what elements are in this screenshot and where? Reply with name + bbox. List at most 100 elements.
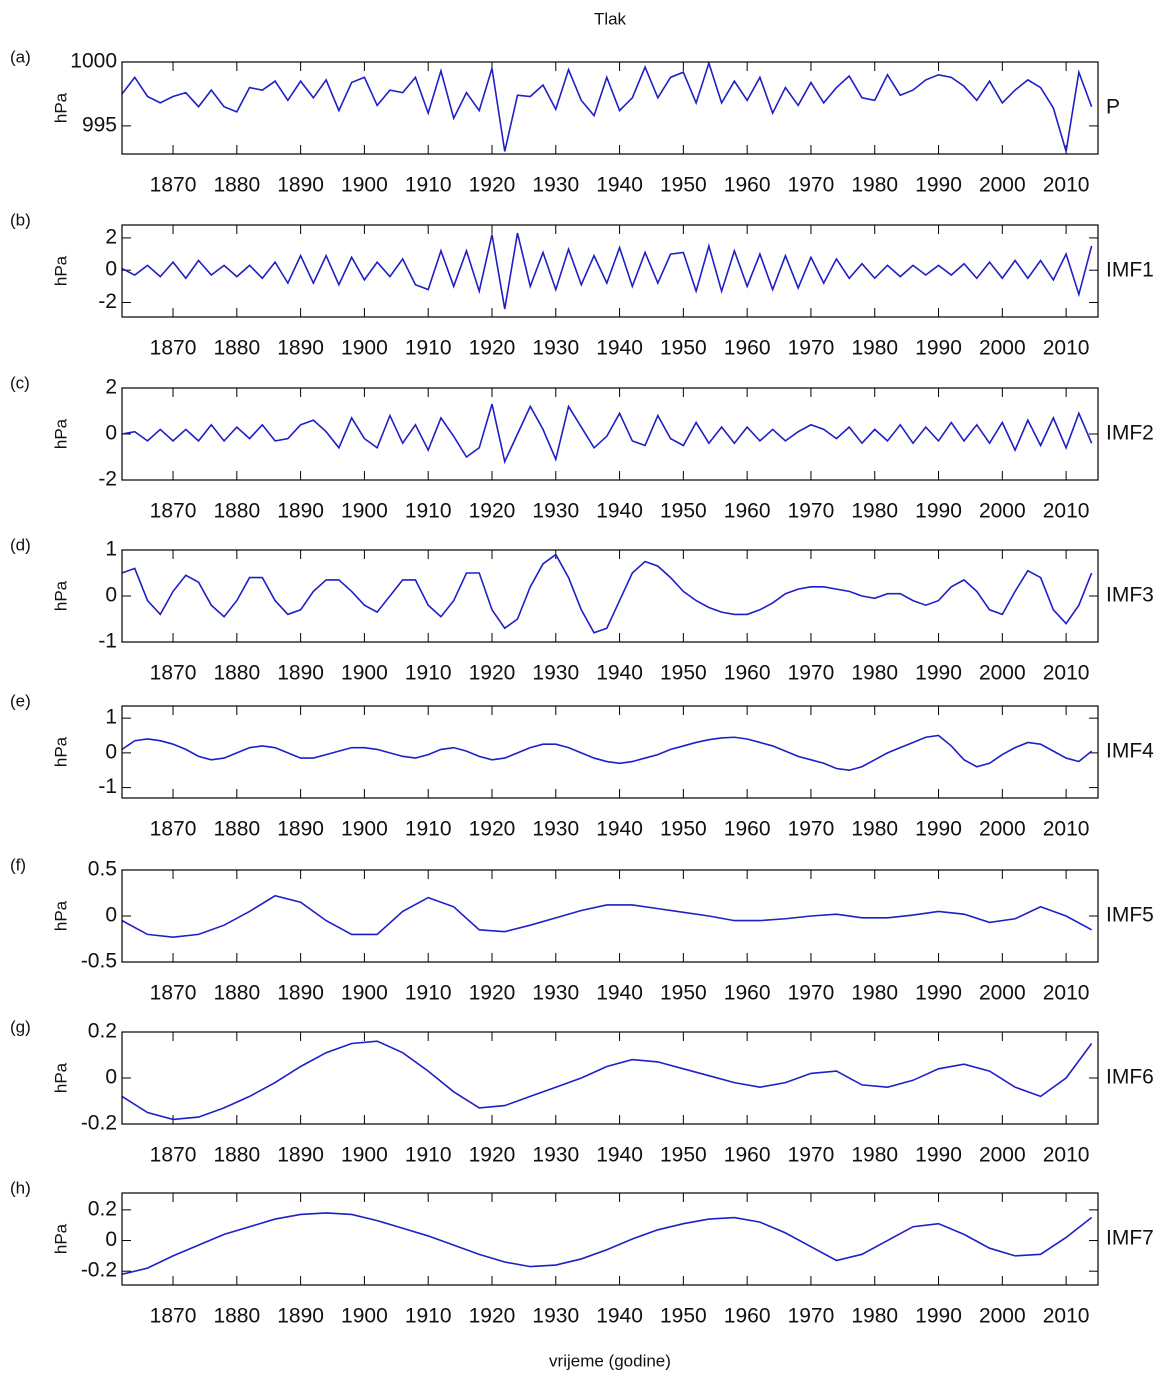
x-tick-label: 2000 (979, 337, 1026, 360)
x-tick-label: 1980 (851, 500, 898, 523)
y-tick-label: 0 (105, 740, 117, 763)
plot-frame (121, 869, 1099, 963)
x-tick-label: 1950 (660, 1144, 707, 1167)
x-tick-label: 2010 (1043, 982, 1090, 1005)
data-line (121, 60, 1093, 152)
x-tick-label: 1870 (150, 1144, 197, 1167)
x-tick-label: 1950 (660, 982, 707, 1005)
panel-label: (f) (10, 855, 26, 874)
x-tick-label: 1990 (915, 1144, 962, 1167)
x-tick-label: 1960 (724, 174, 771, 197)
x-tick-label: 1940 (596, 337, 643, 360)
x-tick-label: 2000 (979, 982, 1026, 1005)
series-name: IMF1 (1106, 259, 1154, 282)
x-tick-label: 1980 (851, 662, 898, 685)
x-tick-label: 1940 (596, 500, 643, 523)
x-tick-label: 1930 (532, 982, 579, 1005)
x-tick-label: 1980 (851, 1305, 898, 1328)
y-tick-label: 0.2 (88, 1197, 117, 1220)
x-tick-label: 1970 (788, 982, 835, 1005)
y-axis-label: hPa (51, 900, 70, 931)
y-axis-label: hPa (51, 580, 70, 611)
x-tick-label: 1970 (788, 337, 835, 360)
x-tick-label: 1880 (213, 337, 260, 360)
plot-frame (121, 387, 1099, 481)
x-tick-label: 1970 (788, 174, 835, 197)
x-tick-label: 1880 (213, 174, 260, 197)
data-line (121, 232, 1093, 310)
data-line (121, 1212, 1093, 1276)
panel-label: (c) (10, 373, 30, 392)
x-tick-label: 1980 (851, 1144, 898, 1167)
x-tick-label: 1870 (150, 662, 197, 685)
x-tick-label: 1990 (915, 1305, 962, 1328)
y-tick-label: -1 (98, 630, 117, 653)
x-tick-label: 1870 (150, 337, 197, 360)
x-tick-label: 1960 (724, 500, 771, 523)
x-tick-label: 1890 (277, 337, 324, 360)
x-tick-label: 1880 (213, 982, 260, 1005)
x-tick-label: 1920 (469, 662, 516, 685)
y-tick-label: 1 (105, 538, 117, 561)
x-tick-label: 1870 (150, 818, 197, 841)
series-name: IMF7 (1106, 1227, 1154, 1250)
x-tick-label: 2000 (979, 818, 1026, 841)
y-axis-label: hPa (51, 418, 70, 449)
x-tick-label: 1940 (596, 1144, 643, 1167)
x-tick-label: 1970 (788, 1144, 835, 1167)
data-line (121, 734, 1093, 772)
x-tick-label: 1880 (213, 662, 260, 685)
y-tick-label: 1000 (70, 50, 117, 73)
y-tick-label: 995 (82, 113, 117, 136)
x-tick-label: 1890 (277, 1144, 324, 1167)
subplot: (f) hPa 1870 1880 1890 1900 1910 1920 1930 1940 19… (10, 855, 1154, 1004)
subplot: (d) hPa 1870 1880 1890 1900 1910 1920 1930 1940 19… (10, 535, 1154, 684)
x-tick-label: 2000 (979, 662, 1026, 685)
x-tick-label: 1870 (150, 982, 197, 1005)
panel-label: (a) (10, 47, 31, 66)
y-tick-label: -1 (98, 775, 117, 798)
x-tick-label: 1960 (724, 1144, 771, 1167)
x-tick-label: 1940 (596, 174, 643, 197)
y-tick-label: -0.5 (81, 950, 117, 973)
plot-frame (121, 549, 1099, 643)
x-tick-label: 1910 (405, 982, 452, 1005)
x-tick-label: 1900 (341, 982, 388, 1005)
x-tick-label: 1870 (150, 174, 197, 197)
data-line (121, 894, 1093, 938)
figure-title: Tlak (594, 9, 627, 28)
x-tick-label: 1990 (915, 500, 962, 523)
x-tick-label: 1910 (405, 662, 452, 685)
x-tick-label: 1870 (150, 1305, 197, 1328)
x-tick-label: 1960 (724, 662, 771, 685)
x-tick-label: 2010 (1043, 500, 1090, 523)
y-axis-label: hPa (51, 1223, 70, 1254)
x-tick-label: 1910 (405, 818, 452, 841)
x-tick-label: 1900 (341, 1144, 388, 1167)
x-tick-label: 1900 (341, 500, 388, 523)
x-tick-label: 1920 (469, 818, 516, 841)
y-tick-label: 0.2 (88, 1020, 117, 1043)
y-tick-label: -2 (98, 468, 117, 491)
x-axis-label: vrijeme (godine) (549, 1351, 671, 1370)
x-tick-label: 1970 (788, 500, 835, 523)
y-axis-label: hPa (51, 1062, 70, 1093)
x-tick-label: 1930 (532, 662, 579, 685)
x-tick-label: 2010 (1043, 818, 1090, 841)
x-tick-label: 1960 (724, 982, 771, 1005)
x-tick-label: 1870 (150, 500, 197, 523)
x-tick-label: 1930 (532, 1144, 579, 1167)
x-tick-label: 1970 (788, 662, 835, 685)
x-tick-label: 1940 (596, 818, 643, 841)
series-name: IMF5 (1106, 904, 1154, 927)
x-tick-label: 1910 (405, 337, 452, 360)
y-tick-label: 0 (105, 1066, 117, 1089)
subplot: (e) hPa 1870 1880 1890 1900 1910 1920 1930 1940 19… (10, 691, 1154, 840)
data-line (121, 553, 1093, 634)
x-tick-label: 1930 (532, 174, 579, 197)
data-line (121, 403, 1093, 465)
y-axis-label: hPa (51, 255, 70, 286)
x-tick-label: 1880 (213, 818, 260, 841)
subplot: (b) hPa 1870 1880 1890 1900 1910 1920 1930 1940 19… (10, 210, 1154, 359)
x-tick-label: 1920 (469, 174, 516, 197)
